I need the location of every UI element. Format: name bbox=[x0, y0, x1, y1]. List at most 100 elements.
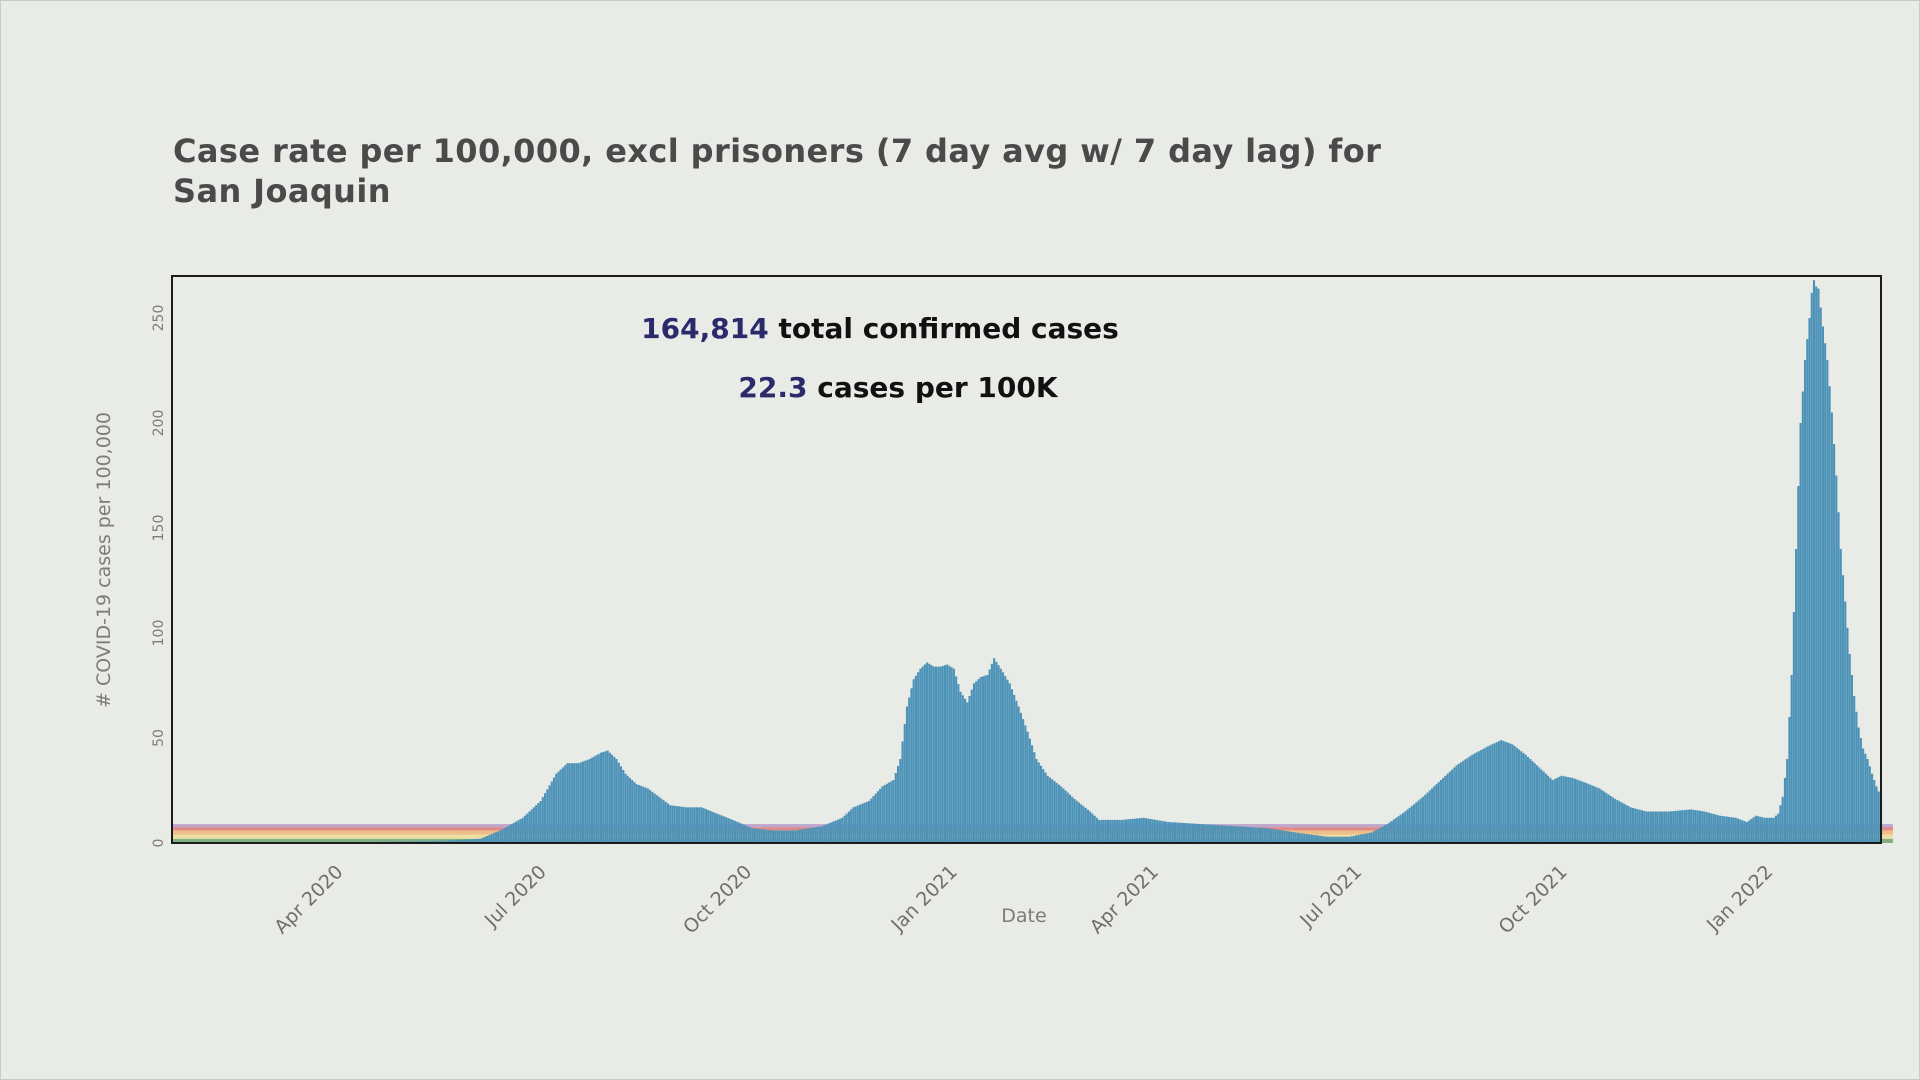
case-rate-bar bbox=[1683, 810, 1686, 843]
plot-border bbox=[171, 275, 1882, 844]
case-rate-bar bbox=[1788, 717, 1791, 843]
case-rate-bar bbox=[740, 823, 743, 843]
case-rate-bar bbox=[727, 818, 730, 843]
case-rate-bar bbox=[1741, 820, 1744, 843]
case-rate-bar bbox=[1567, 777, 1570, 843]
case-rate-bar bbox=[901, 741, 904, 843]
case-rate-bar bbox=[894, 773, 897, 843]
case-rate-bar bbox=[767, 829, 770, 843]
case-rate-bar bbox=[1093, 815, 1096, 843]
case-rate-bar bbox=[1294, 832, 1297, 843]
case-rate-bar bbox=[1308, 834, 1311, 843]
case-rate-bar bbox=[1433, 786, 1436, 843]
case-rate-bar bbox=[617, 762, 620, 843]
case-rate-bar bbox=[1182, 822, 1186, 843]
case-rate-bar bbox=[1857, 727, 1860, 843]
case-rate-bar bbox=[1292, 832, 1295, 843]
case-rate-bar bbox=[1696, 810, 1699, 843]
case-rate-bar bbox=[1721, 816, 1724, 843]
case-rate-bar bbox=[1421, 796, 1425, 843]
case-rate-bar bbox=[785, 830, 788, 843]
case-rate-bar bbox=[1229, 825, 1232, 843]
case-rate-bar bbox=[986, 675, 989, 843]
case-rate-bar bbox=[488, 835, 491, 843]
case-rate-bar bbox=[593, 756, 596, 843]
case-rate-bar bbox=[439, 840, 442, 843]
case-rate-bar bbox=[1102, 819, 1105, 843]
case-rate-bar bbox=[1417, 800, 1420, 843]
case-rate-bar bbox=[1033, 752, 1036, 843]
case-rate-bar bbox=[1484, 747, 1487, 843]
case-rate-bar bbox=[988, 669, 991, 843]
case-rate-bar bbox=[747, 826, 750, 843]
case-rate-bar bbox=[485, 836, 489, 843]
case-rate-bar bbox=[1196, 823, 1199, 843]
case-rate-bar bbox=[1310, 834, 1313, 843]
case-rate-bar bbox=[1118, 819, 1121, 843]
case-rate-bar bbox=[673, 805, 676, 843]
case-rate-bar bbox=[749, 827, 752, 843]
case-rate-bar bbox=[1739, 819, 1742, 843]
case-rate-bar bbox=[722, 816, 725, 843]
case-rate-bar bbox=[1716, 815, 1719, 843]
case-rate-bar bbox=[1611, 797, 1614, 843]
case-rate-bar bbox=[1051, 779, 1054, 843]
case-rate-bar bbox=[1730, 817, 1733, 843]
case-rate-bar bbox=[1303, 833, 1306, 843]
case-rate-bar bbox=[1866, 759, 1869, 843]
case-rate-bar bbox=[1694, 810, 1697, 843]
case-rate-bar bbox=[1757, 816, 1760, 843]
case-rate-bar bbox=[1873, 780, 1876, 843]
x-tick-label: Oct 2021 bbox=[1495, 861, 1572, 938]
case-rate-bar bbox=[1167, 822, 1170, 843]
case-rate-bar bbox=[1587, 783, 1590, 843]
case-rate-bar bbox=[1350, 836, 1353, 843]
case-rate-bar bbox=[1488, 745, 1492, 843]
case-rate-bar bbox=[564, 765, 567, 843]
case-rate-bar bbox=[1225, 825, 1228, 843]
case-rate-bar bbox=[1645, 811, 1648, 843]
case-rate-bar bbox=[957, 684, 960, 843]
x-tick-label: Jan 2021 bbox=[886, 861, 961, 936]
case-rate-bar bbox=[1410, 805, 1413, 843]
case-rate-bar bbox=[1502, 740, 1505, 843]
case-rate-bar bbox=[1319, 835, 1322, 843]
case-rate-bar bbox=[1752, 817, 1755, 843]
case-rate-bar bbox=[1669, 811, 1673, 843]
case-rate-bar bbox=[1220, 825, 1224, 843]
case-rate-bar bbox=[633, 782, 636, 843]
case-rate-bar bbox=[465, 839, 468, 843]
case-rate-bar bbox=[682, 807, 685, 843]
case-rate-bar bbox=[1444, 775, 1447, 843]
case-rate-bar bbox=[943, 665, 947, 843]
x-tick-label: Apr 2021 bbox=[1086, 861, 1163, 938]
case-rate-bar bbox=[733, 820, 737, 843]
case-rate-bar bbox=[928, 663, 931, 843]
case-rate-bar bbox=[1077, 802, 1081, 843]
case-rate-bar bbox=[1017, 706, 1020, 843]
case-rate-bar bbox=[1151, 819, 1154, 843]
case-rate-bar bbox=[995, 661, 998, 843]
case-rate-bar bbox=[1672, 811, 1675, 843]
case-rate-bar bbox=[950, 667, 953, 843]
case-rate-bar bbox=[1332, 836, 1335, 843]
case-rate-bar bbox=[1663, 811, 1666, 843]
case-rate-bar bbox=[758, 829, 761, 843]
case-rate-bar bbox=[1728, 816, 1731, 843]
case-rate-bar bbox=[724, 817, 728, 843]
case-rate-bar bbox=[1095, 817, 1098, 843]
case-rate-bar bbox=[1305, 834, 1308, 843]
case-rate-bar bbox=[756, 828, 759, 843]
case-rate-bar bbox=[1491, 744, 1494, 843]
case-rate-bar bbox=[640, 785, 643, 843]
case-rate-bar bbox=[832, 821, 835, 843]
case-rate-bar bbox=[1165, 821, 1168, 843]
case-rate-bar bbox=[1200, 824, 1203, 843]
case-rate-bar bbox=[1446, 773, 1449, 843]
case-rate-bar bbox=[573, 763, 576, 843]
case-rate-bar bbox=[1328, 836, 1331, 843]
case-rate-bar bbox=[1564, 776, 1568, 843]
case-rate-bar bbox=[1871, 773, 1874, 843]
case-rate-bar bbox=[1180, 822, 1183, 843]
case-rate-bar bbox=[1710, 813, 1713, 843]
